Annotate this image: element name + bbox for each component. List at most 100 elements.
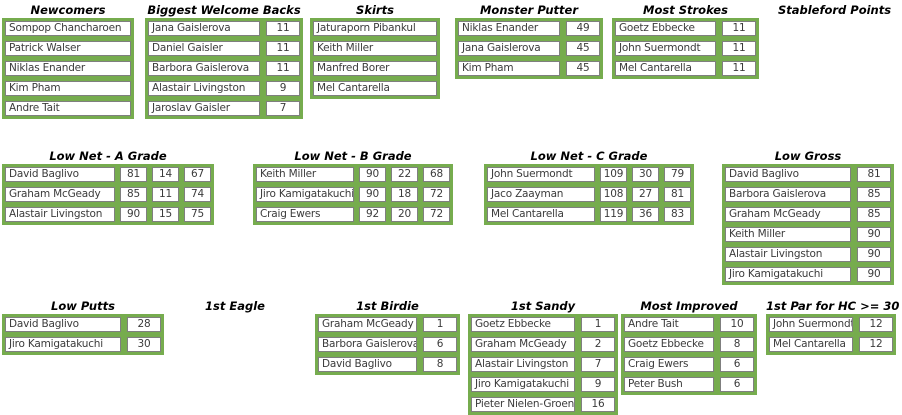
- name-cell[interactable]: Daniel Gaisler: [148, 41, 260, 56]
- name-cell[interactable]: Alastair Livingston: [148, 81, 260, 96]
- name-cell[interactable]: Barbora Gaislerova: [318, 337, 417, 352]
- value-cell[interactable]: 36: [632, 207, 659, 222]
- name-cell[interactable]: Mel Cantarella: [615, 61, 716, 76]
- value-cell[interactable]: 7: [266, 101, 300, 116]
- name-cell[interactable]: Jaco Zaayman: [487, 187, 595, 202]
- value-cell[interactable]: 85: [857, 187, 891, 202]
- value-cell[interactable]: 79: [664, 167, 691, 182]
- name-cell[interactable]: Pieter Nielen-Groen: [471, 397, 575, 412]
- name-cell[interactable]: Jiro Kamigatakuchi: [725, 267, 851, 282]
- name-cell[interactable]: Kim Pham: [5, 81, 131, 96]
- name-cell[interactable]: Niklas Enander: [458, 21, 560, 36]
- value-cell[interactable]: 90: [857, 227, 891, 242]
- value-cell[interactable]: 75: [184, 207, 211, 222]
- value-cell[interactable]: 90: [857, 267, 891, 282]
- name-cell[interactable]: Kim Pham: [458, 61, 560, 76]
- name-cell[interactable]: Andre Tait: [624, 317, 714, 332]
- name-cell[interactable]: Goetz Ebbecke: [471, 317, 575, 332]
- name-cell[interactable]: Niklas Enander: [5, 61, 131, 76]
- name-cell[interactable]: Jiro Kamigatakuchi: [256, 187, 354, 202]
- name-cell[interactable]: Patrick Walser: [5, 41, 131, 56]
- value-cell[interactable]: 18: [391, 187, 418, 202]
- value-cell[interactable]: 8: [720, 337, 754, 352]
- value-cell[interactable]: 6: [720, 357, 754, 372]
- value-cell[interactable]: 109: [600, 167, 627, 182]
- name-cell[interactable]: Goetz Ebbecke: [615, 21, 716, 36]
- name-cell[interactable]: Craig Ewers: [256, 207, 354, 222]
- value-cell[interactable]: 12: [859, 337, 893, 352]
- value-cell[interactable]: 81: [664, 187, 691, 202]
- name-cell[interactable]: Alastair Livingston: [471, 357, 575, 372]
- value-cell[interactable]: 45: [566, 61, 600, 76]
- value-cell[interactable]: 27: [632, 187, 659, 202]
- name-cell[interactable]: Jaturaporn Pibankul: [313, 21, 437, 36]
- value-cell[interactable]: 90: [120, 207, 147, 222]
- value-cell[interactable]: 81: [857, 167, 891, 182]
- name-cell[interactable]: Jiro Kamigatakuchi: [471, 377, 575, 392]
- name-cell[interactable]: Keith Miller: [725, 227, 851, 242]
- name-cell[interactable]: Goetz Ebbecke: [624, 337, 714, 352]
- value-cell[interactable]: 10: [720, 317, 754, 332]
- value-cell[interactable]: 11: [722, 41, 756, 56]
- value-cell[interactable]: 6: [423, 337, 457, 352]
- name-cell[interactable]: Mel Cantarella: [313, 81, 437, 96]
- value-cell[interactable]: 2: [581, 337, 615, 352]
- name-cell[interactable]: John Suermondt: [769, 317, 853, 332]
- value-cell[interactable]: 74: [184, 187, 211, 202]
- name-cell[interactable]: Jana Gaislerova: [458, 41, 560, 56]
- value-cell[interactable]: 1: [423, 317, 457, 332]
- value-cell[interactable]: 15: [152, 207, 179, 222]
- name-cell[interactable]: Barbora Gaislerova: [725, 187, 851, 202]
- value-cell[interactable]: 9: [266, 81, 300, 96]
- name-cell[interactable]: Barbora Gaislerova: [148, 61, 260, 76]
- value-cell[interactable]: 85: [120, 187, 147, 202]
- value-cell[interactable]: 81: [120, 167, 147, 182]
- value-cell[interactable]: 92: [359, 207, 386, 222]
- name-cell[interactable]: Manfred Borer: [313, 61, 437, 76]
- name-cell[interactable]: David Baglivo: [725, 167, 851, 182]
- value-cell[interactable]: 11: [722, 21, 756, 36]
- value-cell[interactable]: 108: [600, 187, 627, 202]
- value-cell[interactable]: 72: [423, 207, 450, 222]
- value-cell[interactable]: 22: [391, 167, 418, 182]
- value-cell[interactable]: 83: [664, 207, 691, 222]
- value-cell[interactable]: 12: [859, 317, 893, 332]
- name-cell[interactable]: Peter Bush: [624, 377, 714, 392]
- value-cell[interactable]: 11: [266, 41, 300, 56]
- name-cell[interactable]: David Baglivo: [5, 317, 121, 332]
- name-cell[interactable]: Graham McGeady: [318, 317, 417, 332]
- value-cell[interactable]: 28: [127, 317, 161, 332]
- name-cell[interactable]: Keith Miller: [256, 167, 354, 182]
- name-cell[interactable]: John Suermondt: [487, 167, 595, 182]
- name-cell[interactable]: Mel Cantarella: [769, 337, 853, 352]
- name-cell[interactable]: Jana Gaislerova: [148, 21, 260, 36]
- name-cell[interactable]: Graham McGeady: [725, 207, 851, 222]
- name-cell[interactable]: Mel Cantarella: [487, 207, 595, 222]
- name-cell[interactable]: Alastair Livingston: [5, 207, 115, 222]
- name-cell[interactable]: Keith Miller: [313, 41, 437, 56]
- name-cell[interactable]: Graham McGeady: [5, 187, 115, 202]
- value-cell[interactable]: 8: [423, 357, 457, 372]
- name-cell[interactable]: Sompop Chancharoen: [5, 21, 131, 36]
- value-cell[interactable]: 7: [581, 357, 615, 372]
- value-cell[interactable]: 11: [722, 61, 756, 76]
- name-cell[interactable]: David Baglivo: [318, 357, 417, 372]
- value-cell[interactable]: 119: [600, 207, 627, 222]
- value-cell[interactable]: 1: [581, 317, 615, 332]
- value-cell[interactable]: 20: [391, 207, 418, 222]
- value-cell[interactable]: 6: [720, 377, 754, 392]
- value-cell[interactable]: 67: [184, 167, 211, 182]
- name-cell[interactable]: Jiro Kamigatakuchi: [5, 337, 121, 352]
- name-cell[interactable]: David Baglivo: [5, 167, 115, 182]
- value-cell[interactable]: 30: [127, 337, 161, 352]
- name-cell[interactable]: Jaroslav Gaisler: [148, 101, 260, 116]
- value-cell[interactable]: 14: [152, 167, 179, 182]
- name-cell[interactable]: Alastair Livingston: [725, 247, 851, 262]
- value-cell[interactable]: 11: [152, 187, 179, 202]
- value-cell[interactable]: 30: [632, 167, 659, 182]
- name-cell[interactable]: Andre Tait: [5, 101, 131, 116]
- value-cell[interactable]: 90: [359, 187, 386, 202]
- value-cell[interactable]: 11: [266, 21, 300, 36]
- value-cell[interactable]: 16: [581, 397, 615, 412]
- value-cell[interactable]: 90: [359, 167, 386, 182]
